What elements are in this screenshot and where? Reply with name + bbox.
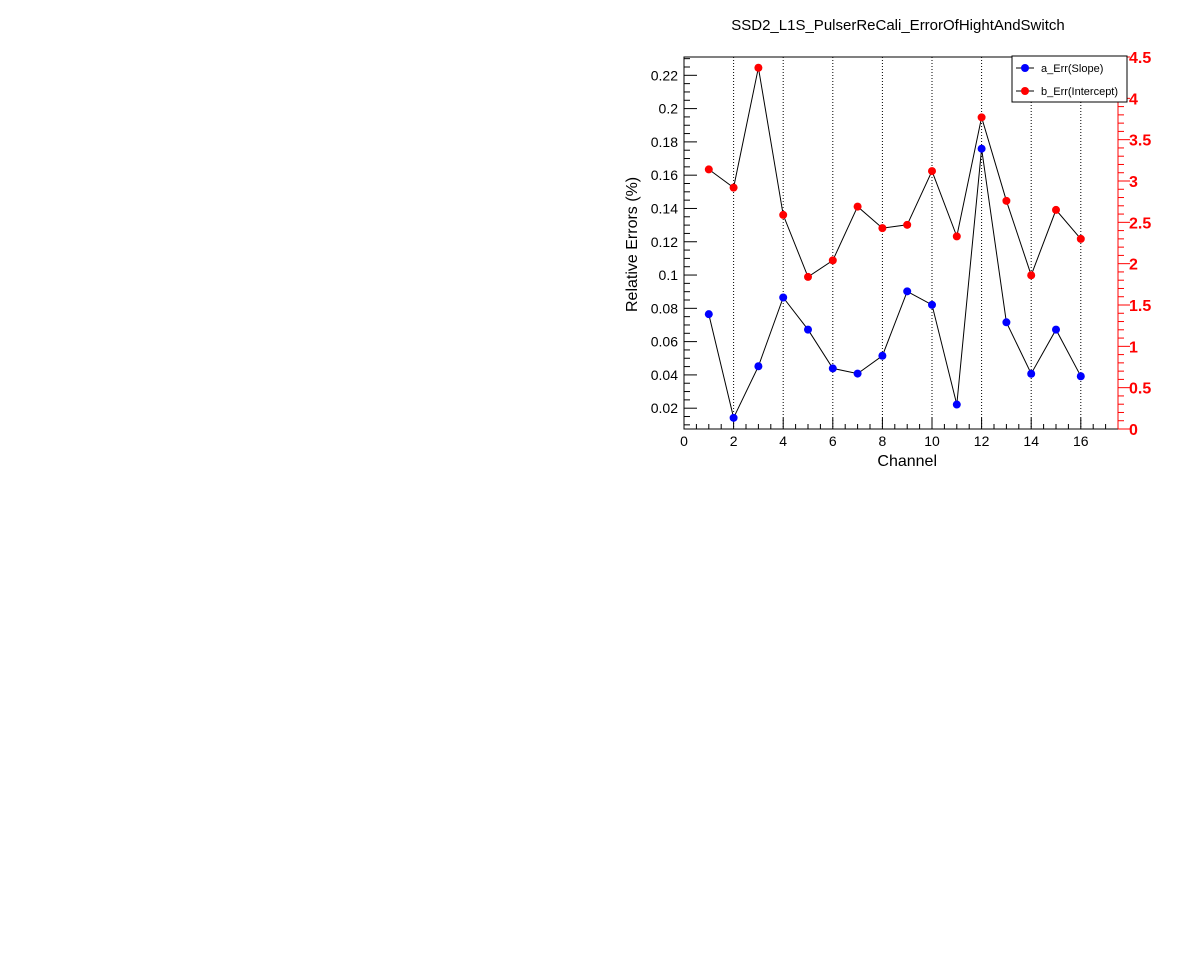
y2-tick-label: 3 <box>1129 174 1138 191</box>
data-point-0 <box>828 364 837 373</box>
data-point-1 <box>754 63 763 72</box>
y2-tick-label: 0.5 <box>1129 381 1151 398</box>
y2-tick-label: 2 <box>1129 257 1138 274</box>
y-tick-label: 0.08 <box>651 300 678 316</box>
data-point-0 <box>1027 369 1036 378</box>
y2-tick-label: 2.5 <box>1129 215 1151 232</box>
data-point-0 <box>804 325 812 334</box>
y-tick-label: 0.12 <box>651 234 678 250</box>
data-point-0 <box>729 413 738 422</box>
data-point-1 <box>1076 234 1085 243</box>
series-line-1 <box>708 67 1082 278</box>
chart-title: SSD2_L1S_PulserReCali_ErrorOfHightAndSwi… <box>731 17 1065 34</box>
data-point-1 <box>853 202 862 211</box>
x-tick-label: 6 <box>829 433 837 449</box>
data-point-0 <box>878 351 887 360</box>
data-point-1 <box>779 210 788 219</box>
data-point-1 <box>729 183 738 192</box>
legend-marker-0 <box>1021 64 1029 72</box>
y-tick-label: 0.1 <box>659 267 679 283</box>
data-point-1 <box>1052 205 1060 214</box>
y-tick-label: 0.22 <box>651 67 678 83</box>
data-point-1 <box>704 165 713 174</box>
x-tick-label: 0 <box>680 433 688 449</box>
y-tick-label: 0.16 <box>651 167 678 183</box>
y-tick-label: 0.18 <box>651 134 678 150</box>
data-point-0 <box>853 369 862 378</box>
data-point-0 <box>903 287 912 296</box>
data-point-0 <box>977 144 986 153</box>
data-point-1 <box>928 167 936 176</box>
x-tick-label: 8 <box>879 433 887 449</box>
data-point-1 <box>878 224 887 233</box>
data-point-0 <box>952 400 961 409</box>
legend-label-1: b_Err(Intercept) <box>1041 86 1118 98</box>
data-point-0 <box>754 362 763 371</box>
series-layer <box>704 63 1085 422</box>
x-tick-label: 2 <box>730 433 738 449</box>
x-tick-label: 14 <box>1023 433 1039 449</box>
x-tick-label: 10 <box>924 433 940 449</box>
y-axis-right: 0 0.5 1 1.5 2 2.5 3 3.5 4 4.5 <box>1117 50 1151 439</box>
data-point-0 <box>928 300 936 309</box>
data-point-1 <box>804 272 812 281</box>
legend-marker-1 <box>1021 87 1029 95</box>
legend-box <box>1011 55 1128 103</box>
data-point-1 <box>1002 196 1011 205</box>
y-axis-label: Relative Errors (%) <box>624 177 641 312</box>
x-tick-label: 4 <box>779 433 787 449</box>
legend: a_Err(Slope) b_Err(Intercept) <box>1011 55 1128 103</box>
y2-tick-label: 0 <box>1129 422 1138 439</box>
y2-tick-label: 4 <box>1129 91 1138 108</box>
data-point-1 <box>828 256 837 265</box>
y-tick-label: 0.04 <box>651 367 678 383</box>
y-tick-label: 0.14 <box>651 200 678 216</box>
data-point-1 <box>952 232 961 241</box>
y-tick-label: 0.06 <box>651 334 678 350</box>
x-tick-label: 12 <box>974 433 990 449</box>
data-point-0 <box>704 310 713 319</box>
x-axis-label: Channel <box>877 453 937 470</box>
y-tick-label: 0.2 <box>659 101 679 117</box>
y2-tick-label: 4.5 <box>1129 50 1151 67</box>
legend-label-0: a_Err(Slope) <box>1041 63 1103 75</box>
data-point-0 <box>1002 318 1011 327</box>
y-tick-label: 0.02 <box>651 400 678 416</box>
y2-tick-label: 3.5 <box>1129 133 1151 150</box>
data-point-1 <box>903 220 912 229</box>
data-point-0 <box>779 293 788 302</box>
y-axis-left: 0.02 0.04 0.06 0.08 0.1 0.12 0.14 0.16 0.18 0.2 0.… <box>651 58 697 426</box>
y2-tick-label: 1.5 <box>1129 298 1151 315</box>
data-point-1 <box>977 113 986 122</box>
series-line-0 <box>708 148 1082 420</box>
y2-tick-label: 1 <box>1129 339 1138 356</box>
data-point-0 <box>1052 325 1060 334</box>
x-axis: 0 2 4 6 8 10 12 14 16 <box>680 418 1119 449</box>
gridlines <box>733 57 1082 429</box>
x-tick-label: 16 <box>1073 433 1089 449</box>
data-point-1 <box>1027 271 1036 280</box>
data-point-0 <box>1076 372 1085 381</box>
